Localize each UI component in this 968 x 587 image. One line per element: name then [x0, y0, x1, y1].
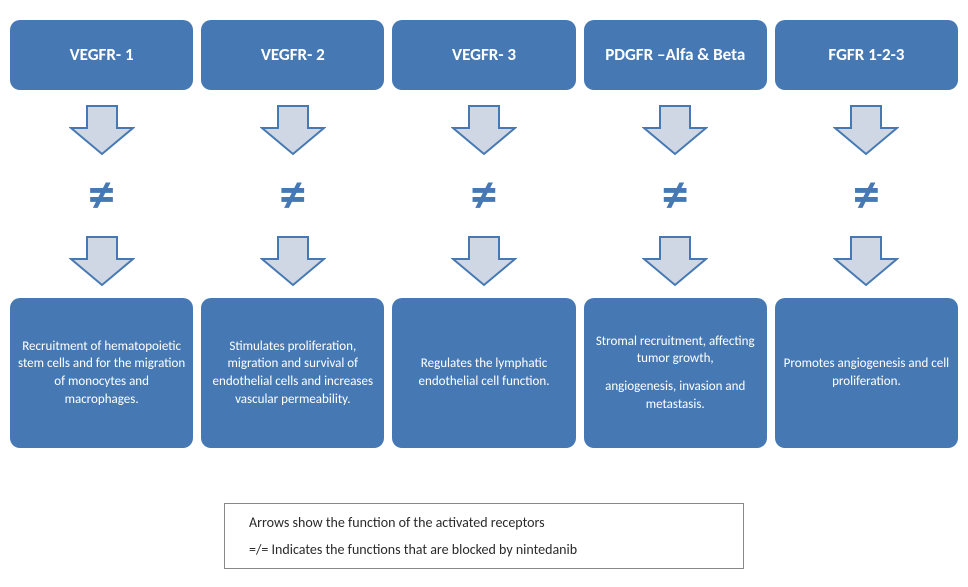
arrow-top-icon — [260, 104, 326, 161]
arrow-bottom-icon — [69, 235, 135, 292]
arrow-bottom-icon — [833, 235, 899, 292]
arrow-bottom-icon — [451, 235, 517, 292]
header-box: VEGFR- 3 — [392, 20, 575, 90]
column-2: VEGFR- 3 ≠ Regulates the lymphatic endothe… — [392, 20, 575, 448]
arrow-top-icon — [451, 104, 517, 161]
description-text: Recruitment of hematopoietic stem cells … — [18, 338, 185, 408]
column-3: PDGFR –Alfa & Beta ≠ Stromal recruitment, … — [584, 20, 767, 448]
header-box: PDGFR –Alfa & Beta — [584, 20, 767, 90]
legend-line-1: Arrows show the function of the activate… — [249, 514, 719, 531]
not-equal-icon: ≠ — [88, 167, 115, 221]
header-box: VEGFR- 1 — [10, 20, 193, 90]
description-box: Promotes angiogenesis and cell prolifera… — [775, 298, 958, 448]
not-equal-icon: ≠ — [279, 167, 306, 221]
header-box: FGFR 1-2-3 — [775, 20, 958, 90]
description-box: Recruitment of hematopoietic stem cells … — [10, 298, 193, 448]
description-box: Stimulates proliferation, migration and … — [201, 298, 384, 448]
arrow-top-icon — [642, 104, 708, 161]
not-equal-icon: ≠ — [853, 167, 880, 221]
arrow-top-icon — [833, 104, 899, 161]
description-box: Stromal recruitment, affecting tumor gro… — [584, 298, 767, 448]
not-equal-icon: ≠ — [662, 167, 689, 221]
column-0: VEGFR- 1 ≠ Recruitment of hematopoietic st… — [10, 20, 193, 448]
description-text: Stromal recruitment, affecting tumor gro… — [592, 333, 759, 368]
header-box: VEGFR- 2 — [201, 20, 384, 90]
arrow-bottom-icon — [642, 235, 708, 292]
not-equal-icon: ≠ — [471, 167, 498, 221]
description-text: Promotes angiogenesis and cell prolifera… — [783, 355, 950, 390]
arrow-bottom-icon — [260, 235, 326, 292]
description-text: Regulates the lymphatic endothelial cell… — [400, 355, 567, 390]
legend-line-2: =/= Indicates the functions that are blo… — [249, 541, 719, 558]
column-4: FGFR 1-2-3 ≠ Promotes angiogenesis and cel… — [775, 20, 958, 448]
description-text-2: angiogenesis, invasion and metastasis. — [592, 378, 759, 413]
column-1: VEGFR- 2 ≠ Stimulates proliferation, migra… — [201, 20, 384, 448]
legend-box: Arrows show the function of the activate… — [224, 503, 744, 569]
description-text: Stimulates proliferation, migration and … — [209, 338, 376, 408]
arrow-top-icon — [69, 104, 135, 161]
description-box: Regulates the lymphatic endothelial cell… — [392, 298, 575, 448]
